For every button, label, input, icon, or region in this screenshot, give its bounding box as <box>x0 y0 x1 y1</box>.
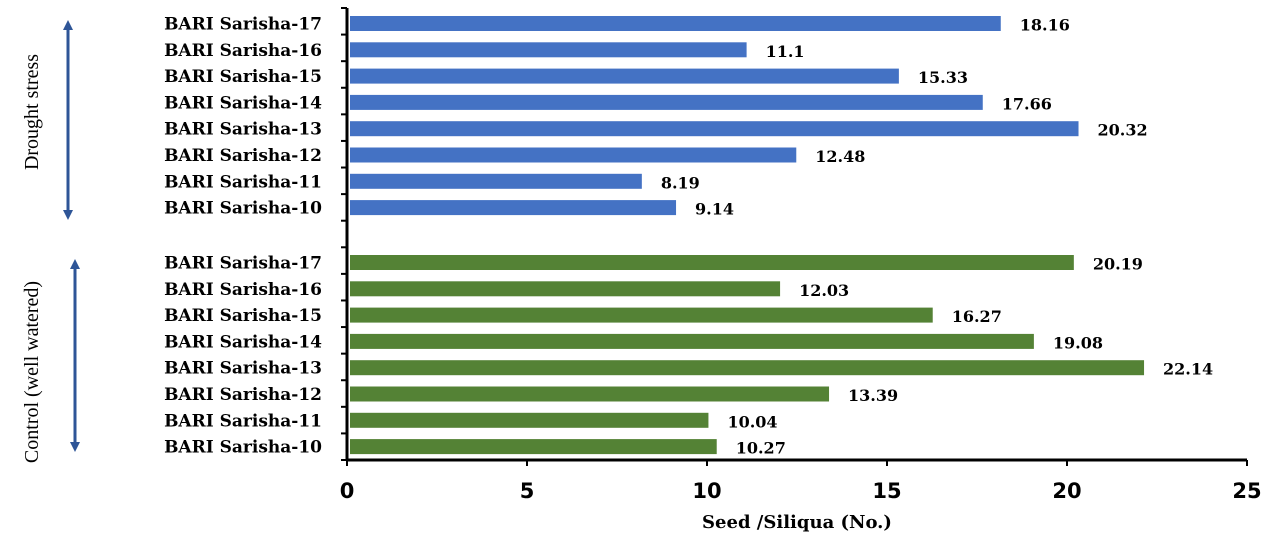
x-tick-label: 0 <box>340 479 355 503</box>
value-label: 9.14 <box>695 200 734 219</box>
value-label: 16.27 <box>952 307 1002 326</box>
value-label: 19.08 <box>1053 333 1103 352</box>
value-label: 12.03 <box>799 281 849 300</box>
category-label: BARI Sarisha-12 <box>164 146 322 166</box>
bar <box>350 147 797 163</box>
x-axis-title: Seed /Siliqua (No.) <box>702 512 892 533</box>
value-label: 8.19 <box>661 173 700 192</box>
value-label: 20.19 <box>1093 255 1143 274</box>
category-label: BARI Sarisha-17 <box>164 15 322 35</box>
x-tick-label: 10 <box>692 479 721 503</box>
category-label: BARI Sarisha-10 <box>164 438 322 458</box>
bar <box>350 439 717 455</box>
x-tick-label: 5 <box>520 479 535 503</box>
category-label: BARI Sarisha-13 <box>164 120 322 140</box>
value-label: 18.16 <box>1020 16 1070 35</box>
value-label: 17.66 <box>1002 94 1052 113</box>
value-label: 13.39 <box>848 386 898 405</box>
value-label: 10.04 <box>727 412 777 431</box>
category-label: BARI Sarisha-15 <box>164 67 322 87</box>
category-label: BARI Sarisha-12 <box>164 385 322 405</box>
bar <box>350 333 1034 349</box>
bar <box>350 173 642 189</box>
bar <box>350 386 830 402</box>
value-label: 22.14 <box>1163 360 1213 379</box>
bar <box>350 42 747 58</box>
value-label: 12.48 <box>815 147 865 166</box>
bar <box>350 68 899 84</box>
category-label: BARI Sarisha-16 <box>164 41 322 61</box>
bar <box>350 200 677 216</box>
x-tick-label: 25 <box>1232 479 1261 503</box>
category-label: BARI Sarisha-17 <box>164 254 322 274</box>
x-tick-labels: 0 5 10 15 20 25 <box>340 479 1262 503</box>
category-label: BARI Sarisha-11 <box>164 172 322 192</box>
bar <box>350 121 1079 137</box>
arrow-up-icon <box>70 259 80 269</box>
category-label: BARI Sarisha-16 <box>164 280 322 300</box>
x-tick-label: 15 <box>872 479 901 503</box>
category-label: BARI Sarisha-10 <box>164 199 322 219</box>
arrow-down-icon <box>63 210 73 220</box>
arrow-down-icon <box>70 442 80 452</box>
value-label: 15.33 <box>918 68 968 87</box>
group-arrows: Drought stress Control (well watered) <box>21 20 80 463</box>
axes <box>341 7 1248 466</box>
value-label: 20.32 <box>1098 121 1148 140</box>
arrow-up-icon <box>63 20 73 30</box>
bar <box>350 360 1145 376</box>
group-label: Drought stress <box>21 54 43 170</box>
bar <box>350 412 709 428</box>
x-tick-label: 20 <box>1052 479 1081 503</box>
bar <box>350 281 781 297</box>
category-label: BARI Sarisha-14 <box>164 332 322 352</box>
value-label: 11.1 <box>766 42 805 61</box>
category-label: BARI Sarisha-15 <box>164 306 322 326</box>
bar <box>350 94 983 110</box>
group-label: Control (well watered) <box>21 281 43 463</box>
value-label: 10.27 <box>736 439 786 458</box>
bar <box>350 255 1074 270</box>
value-labels: 18.16 11.1 15.33 17.66 20.32 12.48 8.19 9.14 20.… <box>661 16 1213 458</box>
category-labels: BARI Sarisha-17 BARI Sarisha-16 BARI Saris… <box>164 15 322 458</box>
bar <box>350 16 1001 31</box>
category-label: BARI Sarisha-13 <box>164 359 322 379</box>
bar <box>350 307 933 323</box>
bars-layer <box>350 16 1145 455</box>
category-label: BARI Sarisha-11 <box>164 411 322 431</box>
category-label: BARI Sarisha-14 <box>164 93 322 113</box>
